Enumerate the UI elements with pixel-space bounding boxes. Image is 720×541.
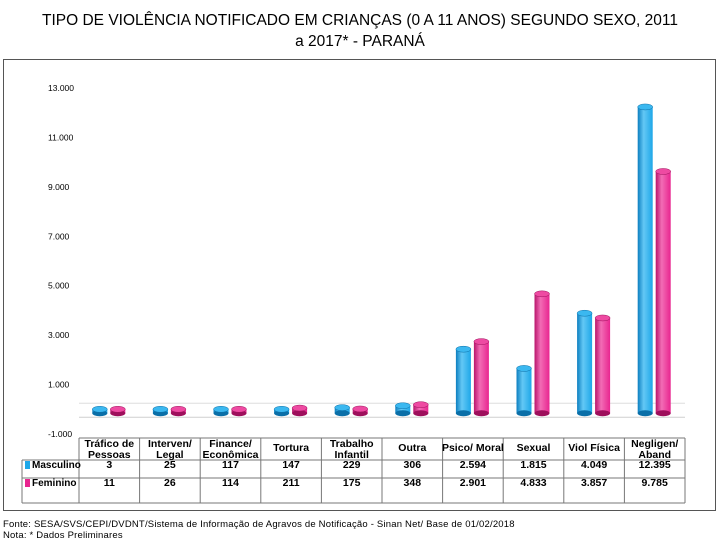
bar-cap [576, 309, 593, 317]
bar-masculino [577, 313, 593, 414]
bar-cap [655, 168, 671, 175]
bar-base [455, 410, 471, 417]
preliminary-note: Nota: * Dados Preliminares [3, 530, 123, 541]
y-tick-label: 5.000 [48, 281, 70, 291]
bar-feminino [534, 293, 550, 414]
category-label: Infantil [334, 449, 368, 461]
chart-footer: Fonte: SESA/SVS/CEPI/DVDNT/Sistema de In… [3, 519, 515, 541]
category-label: Trabalho [330, 438, 374, 450]
bar-cap [594, 314, 611, 322]
bar-cap [213, 406, 229, 413]
bar-base [413, 410, 429, 417]
bar-cap [334, 404, 350, 411]
source-note: Fonte: SESA/SVS/CEPI/DVDNT/Sistema de In… [3, 519, 515, 530]
data-label: 114 [222, 477, 239, 489]
chart-title: TIPO DE VIOLÊNCIA NOTIFICADO EM CRIANÇAS… [0, 10, 720, 52]
bar-cap [110, 406, 126, 413]
category-label: Outra [398, 442, 426, 454]
data-label: 25 [164, 459, 176, 471]
y-tick-label: -1.000 [48, 429, 72, 439]
data-label: 2.901 [460, 477, 486, 489]
bar-masculino [516, 368, 532, 414]
data-label: 2.594 [460, 459, 486, 471]
bar-base [577, 410, 593, 417]
bar-base [334, 410, 350, 417]
legend-label: Masculino [32, 460, 81, 471]
category-label: Interven/ [148, 438, 192, 450]
category-label: Finance/ [209, 438, 252, 450]
bar-base [473, 410, 489, 417]
bar-masculino [395, 405, 411, 414]
data-label: 1.815 [520, 459, 546, 471]
bar-cap [455, 345, 472, 353]
y-tick-label: 7.000 [48, 231, 70, 241]
bar-base [292, 410, 308, 417]
data-label: 147 [282, 459, 300, 471]
category-label: Viol Física [568, 442, 620, 454]
legend-key-feminino [25, 479, 30, 487]
bar-cap [170, 406, 187, 413]
data-label: 4.833 [520, 477, 546, 489]
category-label: Aband [638, 449, 671, 461]
bar-cap [352, 405, 368, 413]
bar-feminino [595, 317, 611, 414]
bar-cap [231, 406, 247, 413]
chart-frame [3, 59, 716, 511]
data-label: 229 [343, 459, 361, 471]
data-label: 12.395 [639, 459, 671, 471]
category-label: Psico/ Moral [442, 442, 504, 454]
data-label: 3.857 [581, 477, 607, 489]
bar-base [655, 410, 671, 417]
category-label: Sexual [517, 442, 551, 454]
y-tick-label: 9.000 [48, 182, 70, 192]
chart-title-line1: TIPO DE VIOLÊNCIA NOTIFICADO EM CRIANÇAS… [42, 12, 678, 29]
bar-feminino [655, 171, 671, 414]
category-label: Legal [156, 449, 184, 461]
bar-cap [473, 338, 490, 345]
data-label: 4.049 [581, 459, 607, 471]
data-label: 211 [283, 477, 300, 489]
bar-cap [395, 402, 411, 409]
data-label: 175 [343, 477, 361, 489]
bar-base [595, 410, 611, 417]
data-label: 9.785 [642, 477, 668, 489]
bar-feminino [473, 341, 489, 414]
y-tick-label: 1.000 [48, 380, 70, 390]
bar-cap [273, 406, 290, 413]
chart-title-line2: a 2017* - PARANÁ [295, 33, 425, 50]
category-label: Econômica [202, 449, 258, 461]
legend-label: Feminino [32, 478, 76, 489]
data-label: 306 [404, 459, 422, 471]
category-label: Tráfico de [84, 438, 134, 450]
bar-feminino [413, 404, 429, 414]
data-label: 26 [164, 477, 176, 489]
y-tick-label: 13.000 [48, 83, 74, 93]
data-label: 348 [404, 477, 422, 489]
y-tick-label: 11.000 [48, 132, 74, 142]
category-label: Negligen/ [631, 438, 678, 450]
bar-cap [534, 290, 550, 298]
bar-cap [291, 404, 308, 412]
bar-base [637, 410, 653, 417]
bar-cap [516, 365, 532, 372]
bar-cap [637, 103, 653, 111]
legend-key-masculino [25, 461, 30, 469]
bar-cap [152, 406, 169, 413]
bar-masculino [455, 349, 471, 414]
data-label: 117 [222, 459, 239, 471]
bar-cap [92, 406, 108, 413]
bar-cap [413, 401, 429, 408]
bar-masculino [637, 106, 653, 414]
category-label: Tortura [273, 442, 309, 454]
bar-base [395, 410, 411, 417]
category-label: Pessoas [88, 449, 131, 461]
data-label: 3 [106, 459, 112, 471]
data-label: 11 [104, 477, 115, 489]
y-tick-label: 3.000 [48, 330, 70, 340]
bar-base [534, 410, 550, 417]
bar-base [516, 410, 532, 417]
